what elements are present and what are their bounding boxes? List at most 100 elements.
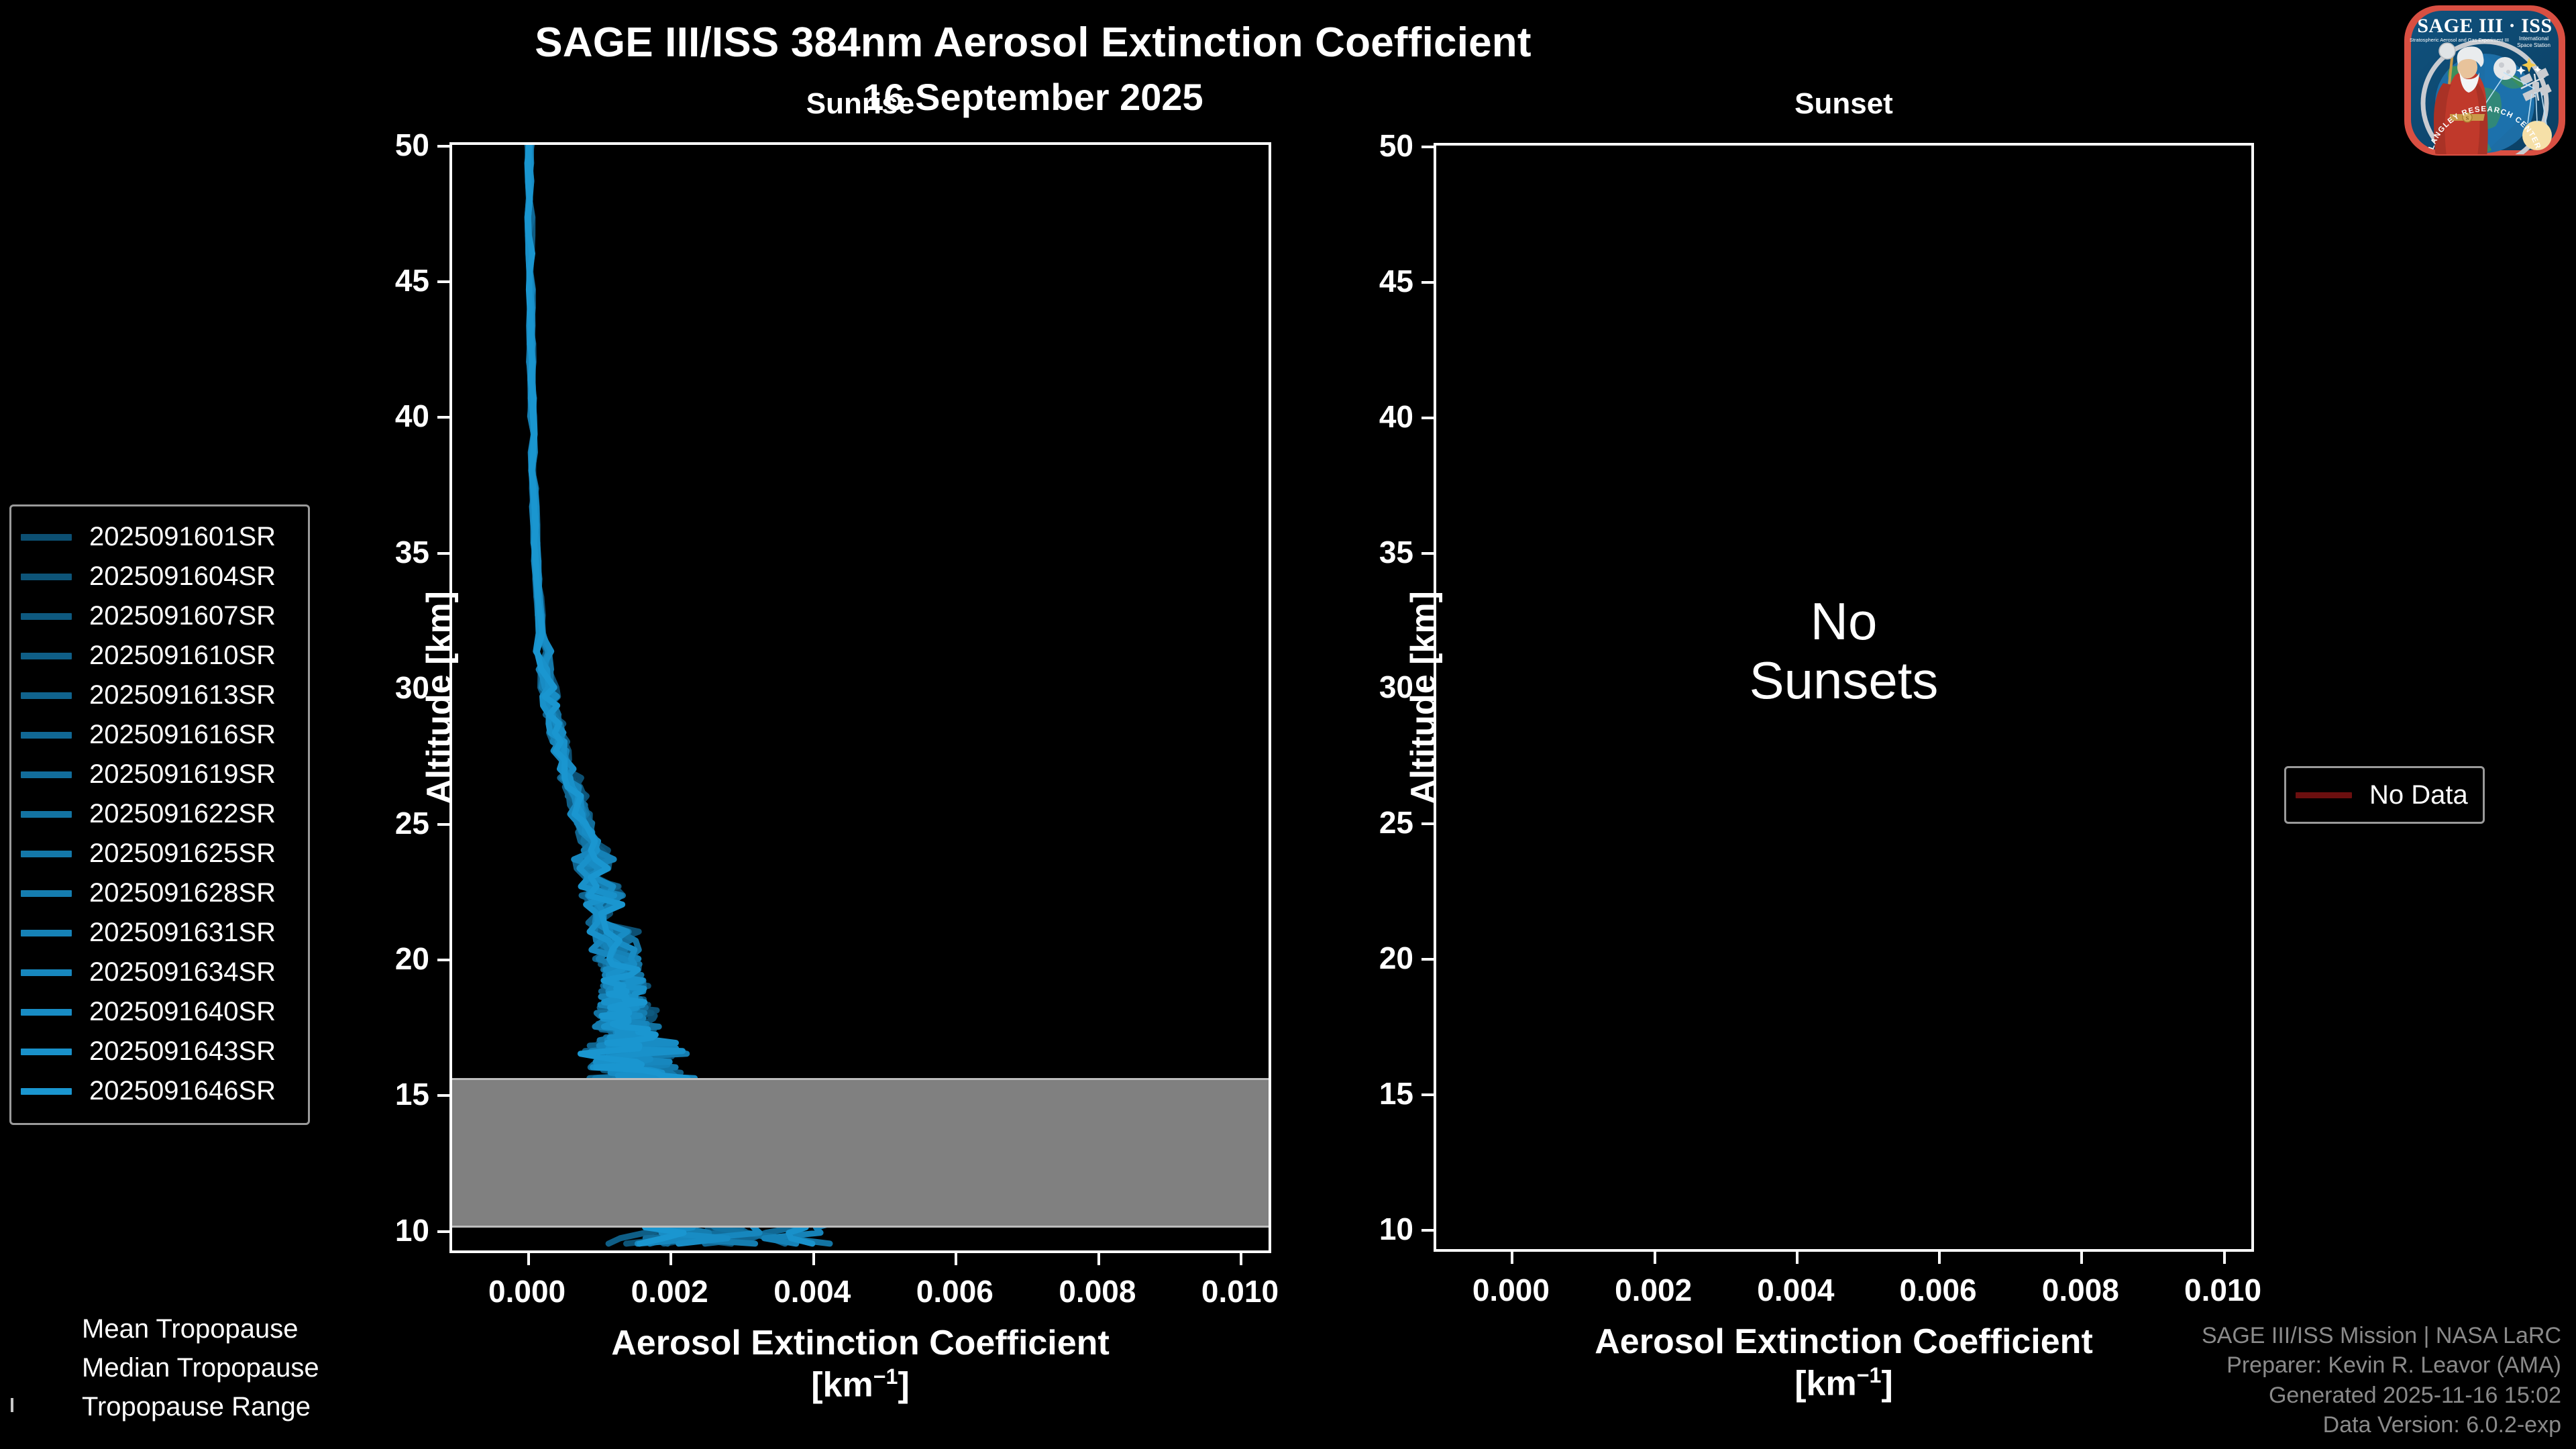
legend-item-profile[interactable]: 2025091613SR <box>21 676 294 715</box>
no-data-legend-label: No Data <box>2369 780 2468 810</box>
legend-item-no-data[interactable]: No Data <box>2296 776 2468 814</box>
profile-line-swatch <box>21 731 72 739</box>
legend-item-profile[interactable]: 2025091622SR <box>21 794 294 834</box>
tropopause-range-label: Tropopause Range <box>82 1391 311 1421</box>
y-tick-label: 35 <box>394 534 429 570</box>
y-tick-label: 50 <box>1379 128 1413 163</box>
x-tick <box>955 1250 958 1265</box>
y-tick <box>1421 958 1436 961</box>
sunset-plot-axes: No Sunsets 10 15 20 25 30 35 40 45 50 0.000 0.002… <box>1379 128 2261 1403</box>
sunset-y-axis-title: Altitude [km] <box>1403 590 1443 804</box>
profile-legend-label: 2025091601SR <box>89 522 276 551</box>
x-tick <box>2222 1249 2226 1264</box>
y-tick <box>437 416 452 419</box>
median-tropopause-label: Median Tropopause <box>82 1352 319 1383</box>
profile-line-swatch <box>21 890 72 897</box>
y-tick-label: 50 <box>394 127 429 162</box>
mean-tropopause-dash-icon <box>11 1322 67 1336</box>
x-tick-label: 0.002 <box>631 1274 708 1309</box>
y-tick <box>437 823 452 826</box>
date-subtitle: 16 September 2025 <box>863 76 1203 118</box>
profile-line-swatch <box>21 929 72 936</box>
sunset-x-axis-title: Aerosol Extinction Coefficient [km−1] <box>1436 1322 2251 1405</box>
y-tick <box>1421 1228 1436 1232</box>
no-sunsets-message: No Sunsets <box>1436 592 2251 710</box>
legend-item-profile[interactable]: 2025091601SR <box>21 517 294 557</box>
x-tick <box>527 1250 530 1265</box>
no-data-line-swatch <box>2296 792 2352 798</box>
profile-legend-label: 2025091625SR <box>89 839 276 868</box>
profile-line-swatch <box>21 850 72 857</box>
sunrise-x-axis-title-line1: Aerosol Extinction Coefficient <box>611 1324 1110 1362</box>
x-tick <box>1097 1250 1100 1265</box>
y-tick <box>437 687 452 690</box>
legend-item-profile[interactable]: 2025091625SR <box>21 834 294 873</box>
x-tick-label: 0.004 <box>1757 1273 1835 1307</box>
profile-legend-label: 2025091613SR <box>89 680 276 710</box>
y-tick-label: 30 <box>394 669 429 705</box>
legend-item-profile[interactable]: 2025091634SR <box>21 953 294 992</box>
credits-data-version: Data Version: 6.0.2-exp <box>2322 1411 2561 1438</box>
credits-preparer: Preparer: Kevin R. Leavor (AMA) <box>2226 1352 2561 1379</box>
key-item-mean-tropopause: Mean Tropopause <box>11 1309 427 1348</box>
y-tick-label: 25 <box>1379 805 1413 841</box>
legend-item-profile[interactable]: 2025091610SR <box>21 636 294 676</box>
y-tick <box>437 280 452 284</box>
x-tick-label: 0.008 <box>2041 1273 2119 1307</box>
x-tick <box>1240 1250 1243 1265</box>
profile-legend-label: 2025091607SR <box>89 601 276 631</box>
legend-item-profile[interactable]: 2025091646SR <box>21 1071 294 1111</box>
x-tick-label: 0.006 <box>916 1274 994 1309</box>
x-tick <box>2080 1249 2084 1264</box>
legend-item-profile[interactable]: 2025091616SR <box>21 715 294 755</box>
profile-line-swatch <box>21 652 72 659</box>
profile-legend[interactable]: 2025091601SR 2025091604SR 2025091607SR 2025… <box>9 504 310 1125</box>
sunset-x-axis-title-line1: Aerosol Extinction Coefficient <box>1595 1322 2093 1361</box>
x-tick-label: 0.004 <box>773 1274 851 1309</box>
profile-legend-label: 2025091610SR <box>89 641 276 670</box>
y-tick-label: 35 <box>1379 534 1413 570</box>
credits-generated: Generated 2025-11-16 15:02 <box>2268 1382 2561 1408</box>
no-sunsets-line2: Sunsets <box>1749 650 1939 710</box>
sunrise-plot-axes: 10 15 20 25 30 35 40 45 50 0.000 0.002 0.004 0.006 0… <box>395 127 1279 1405</box>
legend-item-profile[interactable]: 2025091643SR <box>21 1032 294 1071</box>
no-data-legend[interactable]: No Data <box>2284 766 2485 824</box>
legend-item-profile[interactable]: 2025091604SR <box>21 557 294 596</box>
x-tick-label: 0.010 <box>1201 1274 1279 1309</box>
legend-item-profile[interactable]: 2025091631SR <box>21 913 294 953</box>
y-tick <box>437 959 452 962</box>
legend-item-profile[interactable]: 2025091640SR <box>21 992 294 1032</box>
profile-legend-label: 2025091619SR <box>89 759 276 789</box>
x-tick-label: 0.002 <box>1615 1273 1693 1307</box>
profile-legend-label: 2025091622SR <box>89 799 276 828</box>
y-tick-label: 40 <box>394 398 429 434</box>
y-tick-label: 15 <box>1379 1075 1413 1111</box>
key-item-tropopause-range: Tropopause Range <box>11 1387 427 1426</box>
y-tick <box>1421 822 1436 826</box>
sunset-panel-title: Sunset <box>1794 87 1893 120</box>
credits-mission: SAGE III/ISS Mission | NASA LaRC <box>2201 1323 2561 1349</box>
y-tick-label: 30 <box>1379 669 1413 705</box>
y-tick <box>437 1230 452 1233</box>
legend-item-profile[interactable]: 2025091628SR <box>21 873 294 913</box>
profile-line-swatch <box>21 1048 72 1055</box>
tropopause-range-patch-icon <box>11 1398 67 1414</box>
x-tick-label: 0.000 <box>488 1274 566 1309</box>
y-tick <box>437 551 452 555</box>
patch-subtitle-left: Stratospheric Aerosol and Gas Experiment… <box>2410 37 2509 43</box>
sunrise-x-axis-title: Aerosol Extinction Coefficient [km−1] <box>452 1323 1269 1406</box>
y-tick <box>437 145 452 148</box>
sunset-plot-area: No Sunsets <box>1436 146 2251 1249</box>
x-tick <box>1511 1249 1514 1264</box>
legend-item-profile[interactable]: 2025091619SR <box>21 755 294 794</box>
x-tick <box>1653 1249 1656 1264</box>
y-tick-label: 45 <box>394 263 429 299</box>
profile-legend-label: 2025091634SR <box>89 957 276 987</box>
profile-legend-label: 2025091628SR <box>89 878 276 908</box>
y-tick-label: 20 <box>1379 941 1413 976</box>
x-tick <box>1795 1249 1799 1264</box>
profile-line-swatch <box>21 533 72 541</box>
x-tick <box>812 1250 815 1265</box>
x-tick-label: 0.010 <box>2184 1273 2262 1307</box>
legend-item-profile[interactable]: 2025091607SR <box>21 596 294 636</box>
